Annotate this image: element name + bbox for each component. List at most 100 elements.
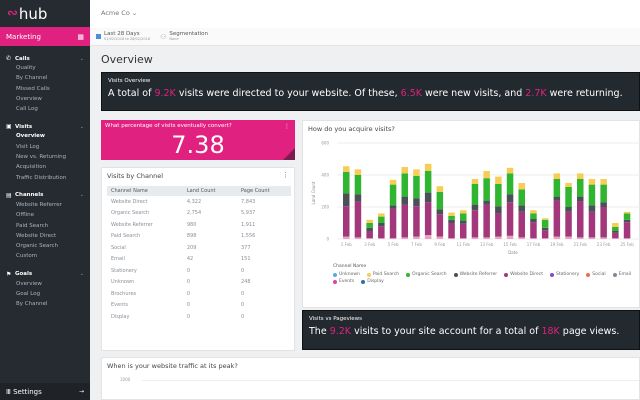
bar-segment-events[interactable] bbox=[600, 237, 607, 239]
legend-item[interactable]: Display bbox=[361, 279, 384, 284]
bar-segment-website-referrer[interactable] bbox=[612, 231, 619, 233]
legend-item[interactable]: Paid Search bbox=[366, 272, 399, 277]
settings-button[interactable]: Ⅲ Settings → bbox=[0, 383, 90, 400]
legend-item[interactable]: Website Direct bbox=[504, 272, 543, 277]
chevron-down-icon[interactable]: ⌄ bbox=[79, 123, 84, 130]
grid-icon[interactable]: ▦ bbox=[77, 32, 84, 41]
sidebar-group-header[interactable]: ▣ Visits ⌄ bbox=[0, 122, 90, 131]
bar-segment-paid-search[interactable] bbox=[343, 166, 350, 172]
bar-segment-organic-search[interactable] bbox=[541, 219, 549, 228]
bar-segment-organic-search[interactable] bbox=[343, 171, 350, 194]
bar-segment-website-referrer[interactable] bbox=[366, 227, 373, 231]
bar-segment-events[interactable] bbox=[343, 236, 350, 239]
bar-segment-organic-search[interactable] bbox=[460, 213, 467, 221]
legend-item[interactable]: Events bbox=[333, 279, 354, 284]
bar-segment-website-direct[interactable] bbox=[541, 230, 549, 239]
bar-segment-website-referrer[interactable] bbox=[471, 204, 479, 211]
bar-segment-paid-search[interactable] bbox=[424, 163, 432, 171]
bar-segment-paid-search[interactable] bbox=[401, 167, 409, 174]
bar-segment-paid-search[interactable] bbox=[612, 223, 619, 227]
bar-segment-organic-search[interactable] bbox=[553, 179, 561, 197]
column-header[interactable]: Page Count bbox=[237, 186, 291, 196]
bar-segment-paid-search[interactable] bbox=[378, 213, 385, 217]
column-header[interactable]: Land Count bbox=[182, 186, 237, 196]
bar-segment-events[interactable] bbox=[612, 238, 619, 239]
segmentation-filter[interactable]: ⚇ Segmentation None bbox=[160, 31, 208, 41]
bar-segment-events[interactable] bbox=[436, 236, 444, 239]
legend-item[interactable]: Email bbox=[612, 272, 631, 277]
bar-segment-paid-search[interactable] bbox=[588, 179, 596, 185]
bar-segment-paid-search[interactable] bbox=[495, 176, 502, 184]
sidebar-item[interactable]: Quality bbox=[16, 65, 36, 71]
bar-segment-paid-search[interactable] bbox=[541, 218, 549, 220]
sidebar-item[interactable]: Traffic Distribution bbox=[16, 174, 67, 181]
bar-segment-events[interactable] bbox=[401, 237, 409, 239]
bar-segment-organic-search[interactable] bbox=[483, 178, 490, 201]
bar-segment-website-referrer[interactable] bbox=[343, 193, 350, 207]
bar-segment-events[interactable] bbox=[448, 238, 455, 239]
bar-segment-website-direct[interactable] bbox=[460, 223, 467, 239]
bar-segment-website-direct[interactable] bbox=[354, 201, 362, 238]
legend-item[interactable]: Organic Search bbox=[406, 272, 447, 277]
bar-segment-events[interactable] bbox=[354, 237, 362, 239]
date-range-filter[interactable]: Last 28 Days 01/02/2018 to 28/02/2018 bbox=[96, 31, 150, 41]
bar-segment-website-referrer[interactable] bbox=[354, 194, 362, 202]
legend-item[interactable]: Stationery bbox=[549, 272, 579, 277]
bar-segment-paid-search[interactable] bbox=[518, 183, 526, 190]
bar-segment-organic-search[interactable] bbox=[424, 171, 432, 193]
bar-segment-website-referrer[interactable] bbox=[389, 205, 397, 209]
bar-segment-paid-search[interactable] bbox=[506, 167, 514, 174]
bar-segment-organic-search[interactable] bbox=[612, 227, 619, 231]
sidebar-group-header[interactable]: ✆ Calls ⌄ bbox=[0, 54, 90, 63]
sidebar-item[interactable]: Acquisition bbox=[16, 164, 47, 171]
bar-segment-events[interactable] bbox=[460, 238, 467, 239]
bar-segment-website-referrer[interactable] bbox=[565, 207, 572, 212]
bar-segment-website-direct[interactable] bbox=[518, 211, 526, 238]
bar-segment-events[interactable] bbox=[424, 235, 432, 239]
bar-segment-website-direct[interactable] bbox=[623, 222, 631, 239]
bar-segment-website-referrer[interactable] bbox=[623, 219, 631, 223]
sidebar-item[interactable]: Call Log bbox=[16, 106, 38, 113]
bar-segment-organic-search[interactable] bbox=[495, 183, 502, 207]
bar-segment-organic-search[interactable] bbox=[471, 183, 479, 205]
sidebar-item[interactable]: Paid Search bbox=[16, 222, 49, 229]
kebab-menu-icon[interactable]: ⋮ bbox=[282, 171, 289, 179]
bar-segment-events[interactable] bbox=[518, 237, 526, 239]
bar-segment-website-referrer[interactable] bbox=[401, 196, 409, 205]
bar-segment-paid-search[interactable] bbox=[483, 171, 490, 179]
sidebar-item[interactable]: Offline bbox=[16, 212, 35, 219]
bar-segment-organic-search[interactable] bbox=[354, 175, 362, 195]
bar-segment-organic-search[interactable] bbox=[577, 179, 584, 197]
bar-segment-organic-search[interactable] bbox=[623, 213, 631, 220]
bar-segment-events[interactable] bbox=[577, 237, 584, 239]
sidebar-item[interactable]: Overview bbox=[16, 133, 45, 140]
sidebar-item[interactable]: By Channel bbox=[16, 75, 48, 82]
bar-segment-organic-search[interactable] bbox=[600, 184, 607, 203]
bar-segment-website-referrer[interactable] bbox=[553, 196, 561, 201]
bar-segment-website-direct[interactable] bbox=[448, 223, 455, 239]
sidebar-item[interactable]: Organic Search bbox=[16, 243, 59, 250]
bar-segment-website-referrer[interactable] bbox=[424, 192, 432, 203]
bar-segment-website-direct[interactable] bbox=[378, 226, 385, 239]
bar-segment-organic-search[interactable] bbox=[565, 187, 572, 207]
bar-segment-website-direct[interactable] bbox=[389, 208, 397, 239]
bar-segment-paid-search[interactable] bbox=[448, 212, 455, 216]
bar-segment-website-referrer[interactable] bbox=[436, 209, 444, 215]
bar-segment-website-direct[interactable] bbox=[401, 204, 409, 238]
bar-segment-website-direct[interactable] bbox=[530, 222, 537, 239]
bar-segment-events[interactable] bbox=[565, 236, 572, 239]
bar-segment-paid-search[interactable] bbox=[389, 179, 397, 185]
bar-segment-paid-search[interactable] bbox=[366, 219, 373, 223]
account-selector[interactable]: Acme Co ⌄ bbox=[101, 9, 137, 17]
bar-segment-organic-search[interactable] bbox=[448, 215, 455, 220]
bar-segment-organic-search[interactable] bbox=[401, 173, 409, 197]
bar-segment-website-referrer[interactable] bbox=[541, 227, 549, 231]
bar-segment-organic-search[interactable] bbox=[378, 216, 385, 223]
bar-segment-website-direct[interactable] bbox=[588, 211, 596, 238]
bar-segment-paid-search[interactable] bbox=[530, 210, 537, 214]
bar-segment-website-referrer[interactable] bbox=[506, 194, 514, 203]
bar-segment-paid-search[interactable] bbox=[553, 173, 561, 179]
column-header[interactable]: Channel Name bbox=[107, 186, 183, 196]
legend-item[interactable]: Unknown bbox=[333, 272, 360, 277]
sidebar-item[interactable]: Overview bbox=[16, 95, 42, 102]
